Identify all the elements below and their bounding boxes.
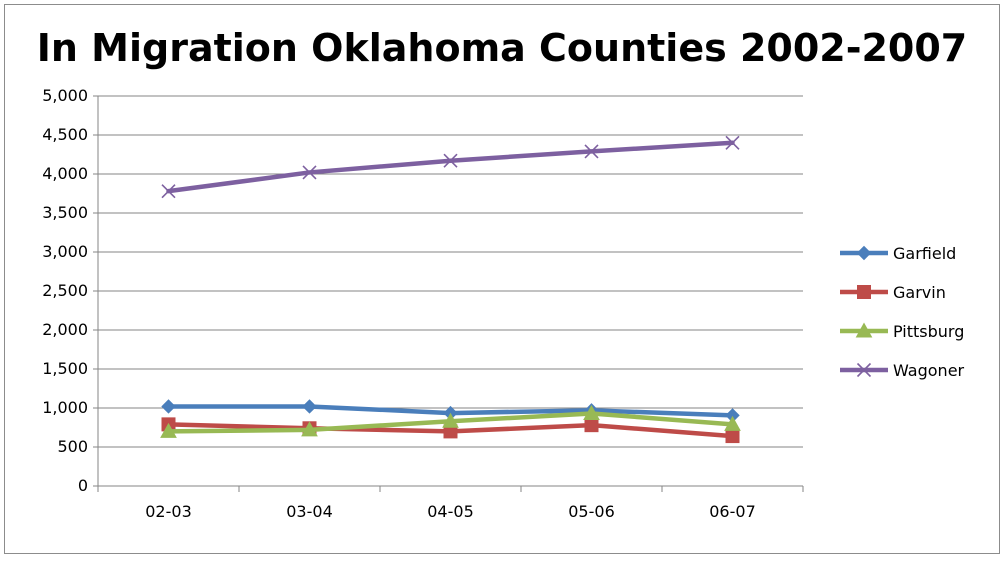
data-point-wagoner: [584, 144, 599, 159]
series-pittsburg: [160, 404, 741, 438]
y-tick-label: 3,500: [42, 203, 88, 222]
x-tick-label: 05-06: [568, 502, 615, 521]
series-lines: [160, 135, 741, 444]
x-tick-label: 04-05: [427, 502, 474, 521]
legend-item-wagoner: Wagoner: [840, 361, 965, 380]
y-tick-label: 500: [57, 437, 88, 456]
chart-title: In Migration Oklahoma Counties 2002-2007: [37, 26, 968, 70]
legend-label: Garfield: [893, 244, 956, 263]
x-tick-label: 02-03: [145, 502, 192, 521]
legend-item-garvin: Garvin: [840, 283, 946, 302]
y-tick-label: 2,000: [42, 320, 88, 339]
legend-swatch-marker: [857, 285, 871, 299]
data-point-garfield: [161, 399, 176, 414]
series-line-wagoner: [166, 140, 735, 194]
y-tick-label: 1,000: [42, 398, 88, 417]
data-point-garvin: [725, 429, 740, 444]
y-tick-label: 0: [78, 476, 88, 495]
data-point-pittsburg: [301, 421, 318, 437]
legend-label: Garvin: [893, 283, 946, 302]
data-point-wagoner: [725, 135, 740, 150]
gridlines: [98, 95, 803, 448]
x-tick-label: 06-07: [709, 502, 756, 521]
data-point-wagoner: [302, 165, 317, 180]
x-marker-stroke: [584, 144, 599, 159]
x-axis-ticks: 02-03 03-04 04-05 05-06 06-07: [145, 502, 756, 521]
data-point-pittsburg: [724, 415, 741, 431]
data-point-garvin: [584, 418, 599, 433]
data-point-pittsburg: [583, 404, 600, 420]
y-tick-label: 4,000: [42, 164, 88, 183]
series-wagoner: [161, 135, 740, 199]
data-point-wagoner: [443, 153, 458, 168]
x-marker-stroke: [161, 184, 176, 199]
legend: Garfield Garvin Pittsburg Wagoner: [840, 244, 965, 380]
legend-item-pittsburg: Pittsburg: [840, 322, 964, 341]
x-marker-stroke: [725, 135, 740, 150]
y-tick-label: 3,000: [42, 242, 88, 261]
axes: [93, 95, 804, 492]
legend-swatch-marker: [855, 322, 873, 338]
data-point-garfield: [302, 399, 317, 414]
y-axis-ticks: 0 500 1,000 1,500 2,000 2,500 3,000 3,500 4,000 4…: [42, 86, 88, 495]
legend-swatch-marker: [856, 362, 872, 378]
x-marker-stroke: [302, 165, 317, 180]
y-tick-label: 1,500: [42, 359, 88, 378]
y-tick-label: 4,500: [42, 125, 88, 144]
x-marker-stroke: [443, 153, 458, 168]
x-marker-stroke: [856, 362, 872, 378]
legend-label: Pittsburg: [893, 322, 964, 341]
x-tick-label: 03-04: [286, 502, 333, 521]
data-point-pittsburg: [160, 422, 177, 438]
y-tick-label: 5,000: [42, 86, 88, 105]
y-tick-label: 2,500: [42, 281, 88, 300]
data-point-wagoner: [161, 184, 176, 199]
legend-swatch-marker: [856, 245, 872, 261]
legend-item-garfield: Garfield: [840, 244, 956, 263]
legend-label: Wagoner: [893, 361, 965, 380]
data-point-pittsburg: [442, 412, 459, 428]
